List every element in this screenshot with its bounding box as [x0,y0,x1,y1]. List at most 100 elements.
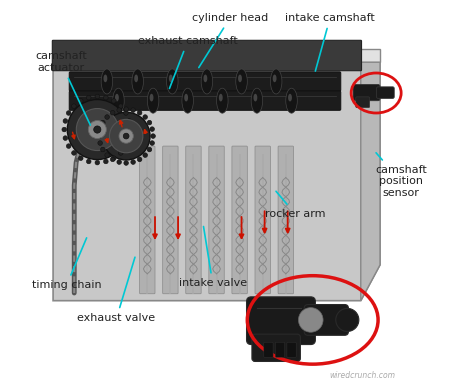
Circle shape [110,157,115,162]
Ellipse shape [132,69,143,94]
Ellipse shape [166,69,178,94]
FancyBboxPatch shape [140,146,155,294]
Ellipse shape [218,94,222,102]
Ellipse shape [112,88,124,113]
Circle shape [78,98,83,103]
Circle shape [98,141,102,146]
Text: exhaust valve: exhaust valve [77,257,155,323]
Circle shape [72,104,76,108]
FancyBboxPatch shape [353,85,379,101]
Circle shape [105,115,109,119]
Circle shape [78,156,83,161]
Circle shape [137,110,142,115]
Circle shape [143,115,147,119]
Text: rocker arm: rocker arm [264,191,325,219]
Text: intake camshaft: intake camshaft [285,13,374,71]
Circle shape [97,134,101,139]
FancyBboxPatch shape [263,342,273,357]
Circle shape [86,95,91,100]
Circle shape [335,308,358,332]
Circle shape [111,156,116,161]
Circle shape [103,95,108,100]
Circle shape [103,159,108,164]
Circle shape [123,111,128,115]
PathPatch shape [53,62,379,301]
Ellipse shape [285,88,297,113]
Ellipse shape [253,94,257,102]
Circle shape [67,100,127,159]
Ellipse shape [147,88,158,113]
Circle shape [63,136,67,141]
Ellipse shape [168,74,172,82]
Text: wiredcrunch.com: wiredcrunch.com [329,371,395,379]
Circle shape [130,160,135,164]
Circle shape [298,308,322,332]
Circle shape [101,147,105,152]
Circle shape [143,153,147,157]
Circle shape [137,157,142,162]
FancyBboxPatch shape [208,146,224,294]
Circle shape [76,108,118,151]
Circle shape [94,126,101,133]
Ellipse shape [201,69,212,94]
Circle shape [118,104,123,108]
Circle shape [95,94,100,99]
Ellipse shape [184,94,188,102]
Text: cylinder head: cylinder head [191,13,268,68]
FancyBboxPatch shape [69,72,340,91]
FancyBboxPatch shape [286,342,296,357]
Circle shape [123,144,128,148]
FancyBboxPatch shape [231,146,247,294]
Circle shape [62,127,67,132]
Circle shape [66,144,71,148]
Text: exhaust camshaft: exhaust camshaft [138,36,237,88]
Circle shape [123,107,128,112]
Circle shape [105,153,109,157]
FancyBboxPatch shape [254,146,270,294]
PathPatch shape [360,62,379,301]
Text: timing chain: timing chain [32,238,101,290]
Circle shape [110,110,115,115]
Ellipse shape [272,74,276,82]
Circle shape [130,108,135,112]
FancyBboxPatch shape [376,87,393,98]
Circle shape [150,141,154,146]
Ellipse shape [238,74,241,82]
Ellipse shape [101,69,112,94]
Circle shape [147,147,151,152]
FancyBboxPatch shape [278,146,293,294]
Circle shape [111,98,116,103]
Circle shape [95,160,100,165]
Circle shape [88,120,106,139]
Ellipse shape [149,94,153,102]
FancyBboxPatch shape [162,146,178,294]
FancyBboxPatch shape [303,305,348,335]
Circle shape [118,151,123,155]
FancyBboxPatch shape [52,40,361,71]
Circle shape [102,112,150,160]
Circle shape [123,161,128,165]
FancyBboxPatch shape [185,146,201,294]
Ellipse shape [115,94,118,102]
Ellipse shape [203,74,207,82]
Circle shape [86,159,91,164]
Text: camshaft
actuator: camshaft actuator [35,51,90,125]
Circle shape [119,129,133,143]
Ellipse shape [287,94,291,102]
Circle shape [150,127,154,131]
Circle shape [72,151,76,155]
Circle shape [109,119,143,153]
FancyBboxPatch shape [252,334,300,361]
Circle shape [127,136,131,141]
Text: camshaft
position
sensor: camshaft position sensor [375,153,426,198]
Circle shape [101,120,105,125]
Ellipse shape [251,88,262,113]
Ellipse shape [270,69,281,94]
PathPatch shape [53,49,379,62]
Circle shape [98,127,102,131]
Text: intake valve: intake valve [178,227,246,288]
Ellipse shape [103,74,107,82]
FancyBboxPatch shape [355,97,369,108]
Circle shape [117,160,121,164]
Circle shape [147,120,151,125]
